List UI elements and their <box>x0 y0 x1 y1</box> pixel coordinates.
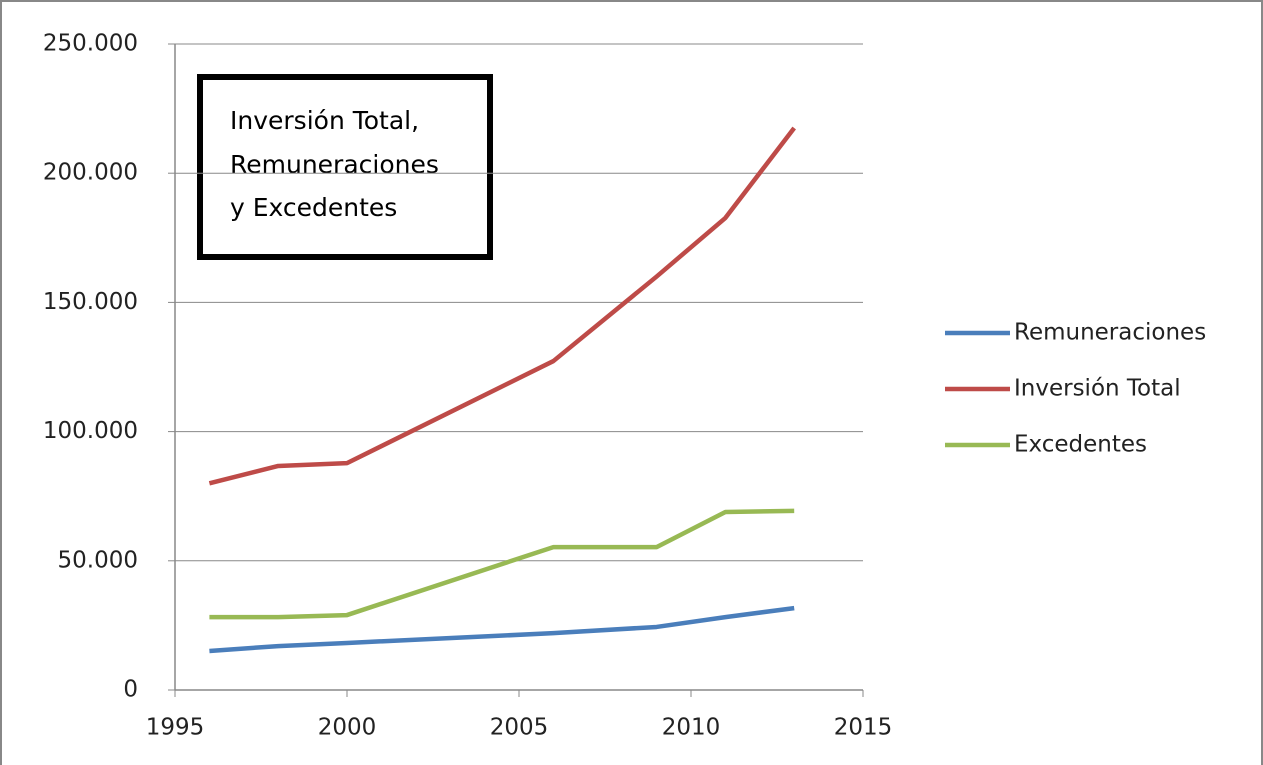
chart-title: y Excedentes <box>230 193 397 222</box>
x-tick-label: 2010 <box>662 715 721 741</box>
y-tick-label: 150.000 <box>43 289 138 315</box>
series-line <box>209 605 795 654</box>
series-line <box>208 126 796 486</box>
y-tick-label: 250.000 <box>43 31 138 57</box>
y-tick-label: 100.000 <box>43 418 138 444</box>
x-tick-label: 2005 <box>490 715 549 741</box>
y-tick-label: 200.000 <box>43 160 138 186</box>
legend-label: Remuneraciones <box>1014 320 1206 346</box>
y-tick-label: 0 <box>123 677 138 703</box>
x-tick-label: 1995 <box>146 715 205 741</box>
x-tick-label: 2000 <box>318 715 377 741</box>
legend-label: Excedentes <box>1014 432 1147 458</box>
chart-title: Inversión Total, <box>230 106 419 135</box>
legend-label: Inversión Total <box>1014 376 1181 402</box>
chart-title: Remuneraciones <box>230 150 439 179</box>
title-box <box>197 74 493 260</box>
series-line <box>209 508 795 620</box>
y-tick-label: 50.000 <box>58 547 138 573</box>
x-tick-label: 2015 <box>834 715 893 741</box>
